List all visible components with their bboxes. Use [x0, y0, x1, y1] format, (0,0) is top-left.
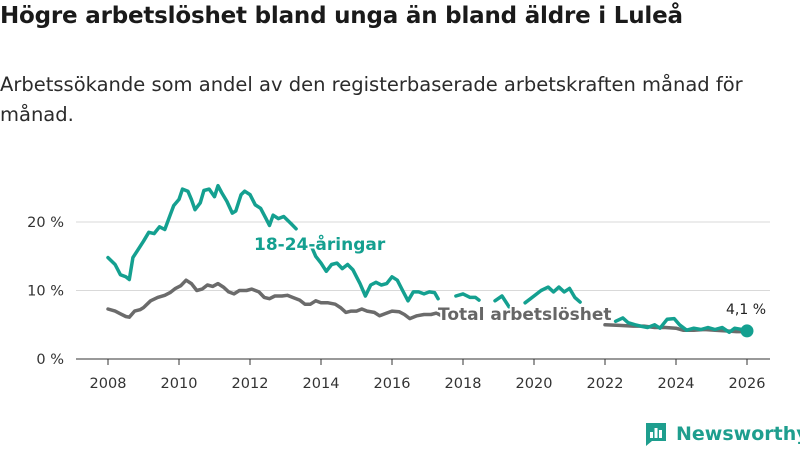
youth-series-line [308, 242, 440, 303]
youth-series-line [523, 285, 582, 305]
newsworthy-logo-icon [646, 423, 666, 446]
y-tick-label: 0 % [36, 352, 64, 368]
newsworthy-logo: Newsworthy [644, 420, 800, 448]
youth-series-line [613, 316, 749, 335]
y-tick-label: 10 % [27, 284, 64, 300]
end-point-marker [740, 324, 754, 338]
total-series-label: Total arbetslöshet [438, 305, 612, 325]
youth-series-label: 18-24-åringar [254, 233, 386, 255]
x-tick-label: 2008 [90, 376, 127, 392]
y-tick-label: 20 % [27, 215, 64, 231]
x-tick-label: 2016 [374, 376, 411, 392]
total-series-line [106, 278, 444, 321]
youth-series-line [106, 183, 298, 282]
x-tick-label: 2014 [303, 376, 340, 392]
x-tick-label: 2018 [445, 376, 482, 392]
youth-series-line [493, 294, 511, 309]
chart-subtitle: Arbetssökande som andel av den registerb… [0, 73, 743, 126]
x-tick-label: 2020 [516, 376, 553, 392]
x-tick-label: 2026 [729, 376, 766, 392]
x-tick-label: 2022 [587, 376, 624, 392]
chart-title: Högre arbetslöshet bland unga än bland ä… [0, 3, 683, 29]
x-tick-label: 2024 [658, 376, 695, 392]
brand-name: Newsworthy [676, 423, 800, 445]
x-tick-label: 2010 [161, 376, 198, 392]
youth-series-line [454, 292, 481, 302]
end-value-label: 4,1 % [726, 302, 766, 318]
x-tick-label: 2012 [232, 376, 269, 392]
